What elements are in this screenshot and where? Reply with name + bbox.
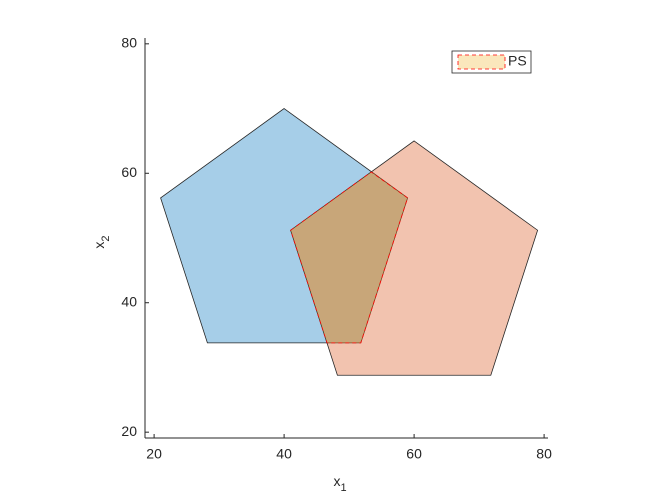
x-tick-label: 80 [536,446,552,462]
legend-box [451,50,532,74]
legend-label: PS [508,53,527,69]
x-axis-label: x1 [333,473,346,494]
legend-swatch [457,54,506,70]
y-tick-label: 60 [121,164,137,180]
x-tick-label: 60 [406,446,422,462]
x-tick-label: 20 [146,446,162,462]
y-axis-label: x2 [91,235,112,248]
polygon [160,108,409,344]
x-tick-label: 40 [276,446,292,462]
polygon [290,140,539,376]
polygon [290,171,409,344]
y-tick-label: 20 [121,423,137,439]
y-tick-label: 40 [121,293,137,309]
y-tick-label: 80 [121,35,137,51]
